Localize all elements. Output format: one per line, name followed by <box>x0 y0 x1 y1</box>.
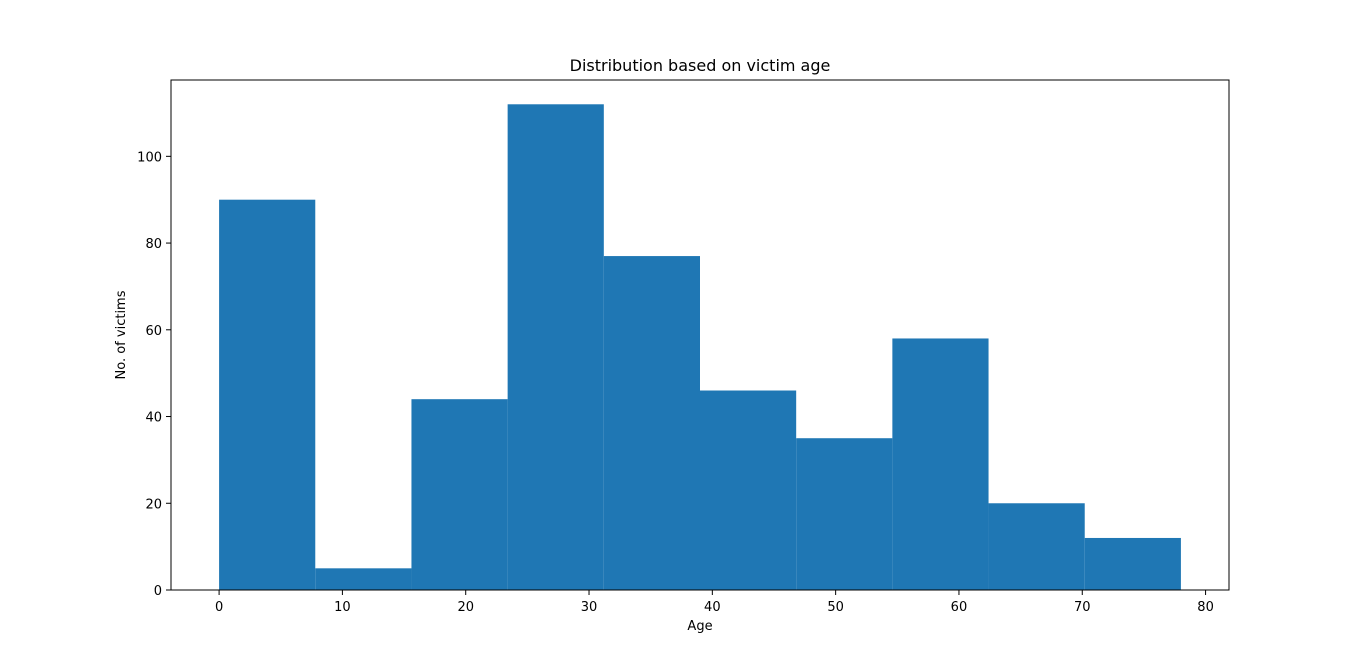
y-tick-label: 0 <box>154 584 162 599</box>
y-tick-label: 80 <box>145 237 162 252</box>
x-tick-label: 20 <box>457 600 474 615</box>
plot-area-frame <box>170 79 1230 591</box>
chart-title: Distribution based on victim age <box>570 56 831 75</box>
x-axis-ticks: 0 10 20 30 40 50 60 70 80 <box>215 590 1214 615</box>
histogram-bar-9 <box>988 503 1085 590</box>
y-tick-label: 20 <box>145 497 162 512</box>
x-tick-label: 50 <box>827 600 844 615</box>
x-tick-label: 40 <box>704 600 721 615</box>
x-tick-label: 30 <box>581 600 598 615</box>
histogram-bar-4 <box>507 104 604 591</box>
histogram-bar-1 <box>219 199 316 590</box>
y-axis-label: No. of victims <box>114 290 129 379</box>
histogram-bar-2 <box>315 568 412 590</box>
x-tick-label: 80 <box>1197 600 1214 615</box>
x-axis-label: Age <box>687 619 712 634</box>
histogram-bar-7 <box>796 438 893 590</box>
y-tick-label: 40 <box>145 411 162 426</box>
y-tick-label: 60 <box>145 324 162 339</box>
histogram-bar-8 <box>892 338 989 590</box>
histogram-bar-3 <box>411 399 508 590</box>
x-tick-label: 0 <box>215 600 223 615</box>
x-tick-label: 60 <box>951 600 968 615</box>
y-axis-ticks: 0 20 40 60 80 100 <box>137 150 171 599</box>
histogram-bar-5 <box>603 256 700 590</box>
y-tick-label: 100 <box>137 150 162 165</box>
histogram-bar-6 <box>700 390 797 590</box>
x-tick-label: 10 <box>334 600 351 615</box>
histogram-bar-10 <box>1084 537 1181 590</box>
bars-layer <box>219 104 1181 591</box>
x-tick-label: 70 <box>1074 600 1091 615</box>
